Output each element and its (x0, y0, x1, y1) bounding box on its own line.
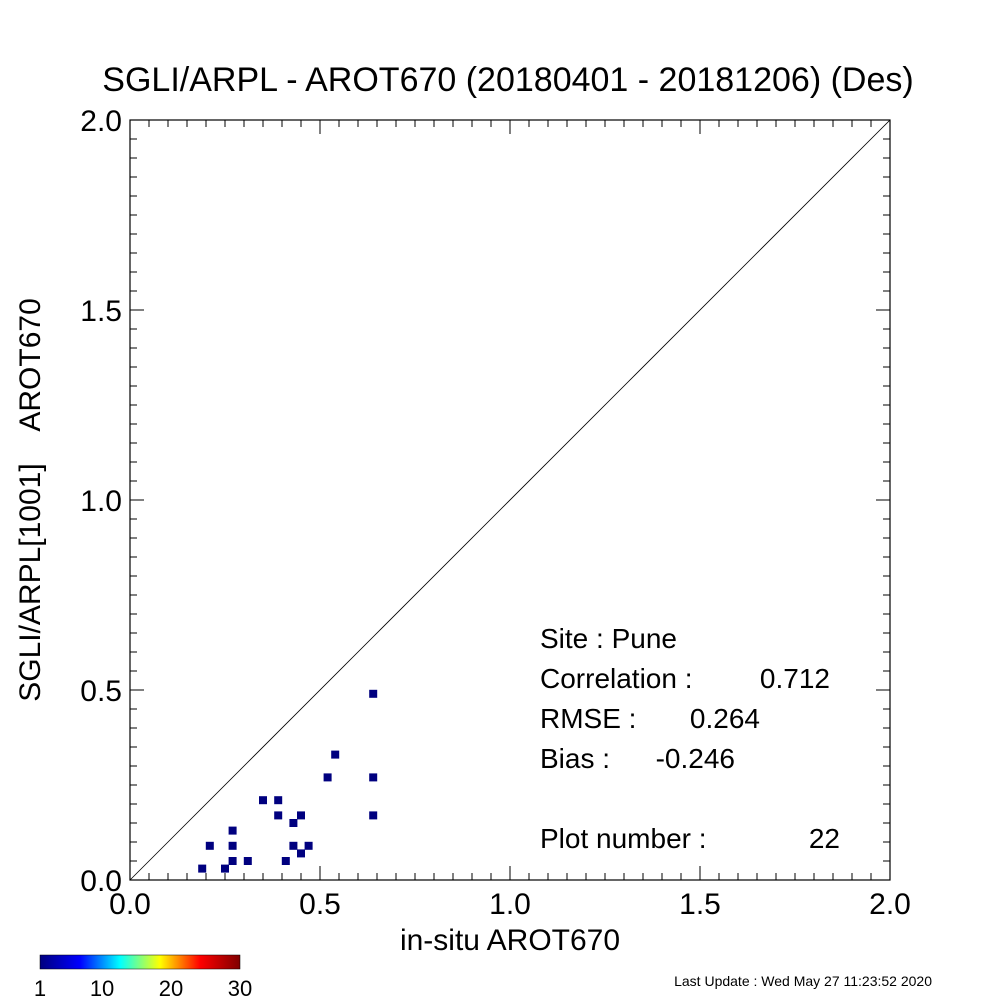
data-point (297, 849, 305, 858)
data-point (274, 811, 283, 820)
y-tick-label: 0.0 (80, 865, 122, 898)
data-point (281, 857, 290, 865)
stat-label: Bias : (540, 743, 610, 774)
data-point (221, 864, 229, 873)
stat-label: Correlation : (540, 663, 693, 694)
x-tick-label: 0.5 (299, 888, 341, 921)
stat-label: Site : Pune (540, 623, 677, 654)
data-point (274, 796, 283, 805)
colorbar-tick-label: 30 (228, 976, 252, 1000)
colorbar-tick-label: 10 (90, 976, 114, 1000)
y-tick-label: 1.0 (80, 485, 122, 518)
plot-area: 0.0 0.5 1.0 1.5 2.0 0.0 0.5 1.0 1.5 2.0 (80, 105, 911, 921)
colorbar-tick-label: 20 (159, 976, 183, 1000)
data-point (243, 857, 252, 865)
stats-box: Site : Pune Correlation : 0.712 RMSE : 0.264… (540, 623, 840, 854)
data-point (369, 811, 378, 820)
x-tick-label: 2.0 (869, 888, 911, 921)
colorbar: 1 10 20 30 (34, 954, 252, 1000)
x-axis-label: in-situ AROT670 (400, 924, 620, 957)
data-point (198, 864, 207, 873)
plot-number-label: Plot number : (540, 823, 707, 854)
data-point (289, 841, 298, 850)
data-point (369, 773, 378, 782)
colorbar-gradient (39, 954, 241, 970)
y-tick-label: 0.5 (80, 675, 122, 708)
data-point (228, 841, 237, 850)
y-tick-label: 2.0 (80, 105, 122, 138)
colorbar-tick-label: 1 (34, 976, 46, 1000)
chart-title: SGLI/ARPL - AROT670 (20180401 - 20181206… (102, 61, 913, 99)
data-point (289, 819, 298, 827)
one-to-one-line (129, 119, 891, 881)
data-point (297, 811, 305, 820)
stat-value: 0.712 (760, 663, 830, 694)
data-point (323, 773, 332, 782)
x-tick-label: 1.0 (489, 888, 531, 921)
stat-label: RMSE : (540, 703, 636, 734)
last-update-text: Last Update : Wed May 27 11:23:52 2020 (674, 973, 932, 989)
data-point (259, 796, 267, 805)
x-tick-label: 1.5 (679, 888, 721, 921)
stat-value: -0.246 (656, 743, 735, 774)
y-tick-label: 1.5 (80, 295, 122, 328)
data-point (304, 841, 313, 850)
x-tick-label: 0.0 (109, 888, 151, 921)
data-point (228, 826, 237, 835)
data-point (369, 689, 378, 698)
data-point (205, 841, 214, 850)
plot-number-value: 22 (809, 823, 840, 854)
data-point (228, 857, 237, 865)
y-axis-label: SGLI/ARPL[1001] AROT670 (14, 298, 47, 702)
data-point (331, 750, 340, 759)
stat-value: 0.264 (690, 703, 760, 734)
